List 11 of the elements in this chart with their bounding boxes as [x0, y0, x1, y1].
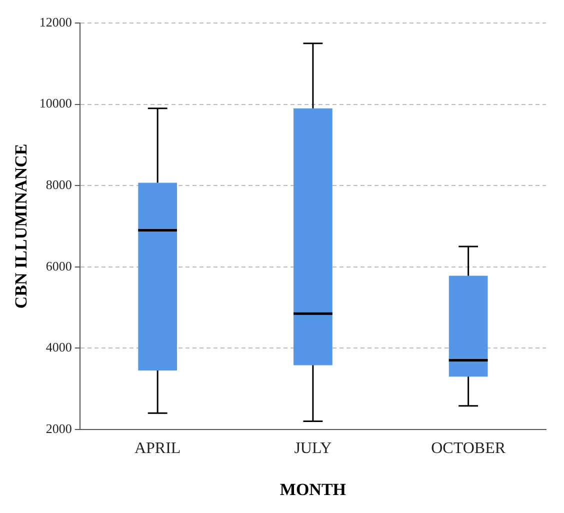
y-tick-label: 6000	[46, 258, 72, 274]
x-tick-label: OCTOBER	[431, 440, 506, 458]
y-tick-label: 10000	[39, 96, 72, 111]
y-tick-label: 8000	[46, 176, 72, 192]
x-axis-title: MONTH	[280, 480, 346, 500]
y-tick-label: 12000	[39, 14, 72, 30]
x-tick-label: APRIL	[134, 440, 181, 458]
y-tick-label: 4000	[46, 340, 72, 355]
x-tick-label: JULY	[294, 440, 332, 458]
y-axis-title: CBN ILLUMINANCE	[12, 144, 31, 309]
y-tick-label: 2000	[46, 420, 72, 436]
